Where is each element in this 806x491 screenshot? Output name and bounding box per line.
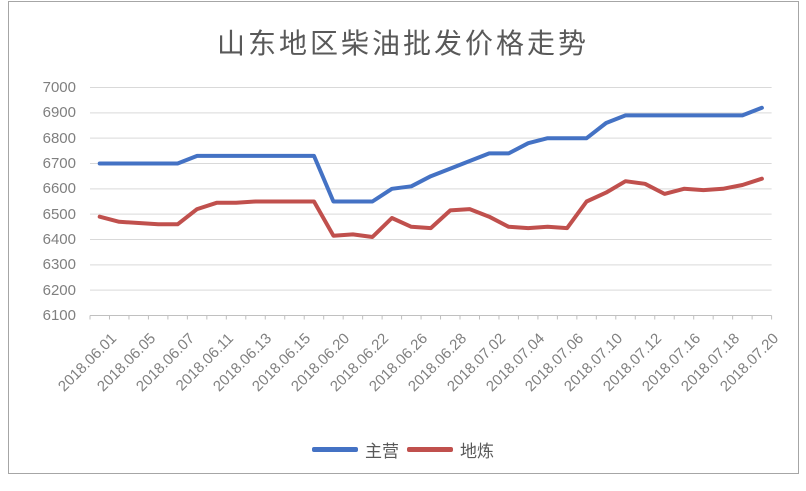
legend-line-swatch-blue (312, 446, 358, 452)
y-axis-tick-label: 7000 (42, 79, 76, 96)
legend-line-swatch-red (407, 446, 453, 452)
y-axis-tick-label: 6800 (42, 129, 76, 147)
legend-label-main: 主营 (365, 441, 399, 461)
series-line-地炼 (97, 176, 764, 239)
legend: 主营 地炼 (0, 437, 806, 462)
chart-border-frame (8, 1, 799, 474)
y-axis-tick-label: 6400 (42, 231, 76, 248)
y-axis-tick-label: 6100 (42, 307, 76, 324)
series-line-主营 (97, 105, 764, 204)
legend-label-local-refinery: 地炼 (460, 441, 494, 461)
y-axis-tick-label: 6200 (42, 281, 76, 299)
y-axis-tick-label: 6300 (42, 256, 76, 274)
y-axis-tick-label: 6600 (42, 180, 76, 198)
chart-title: 山东地区柴油批发价格走势 (216, 29, 589, 60)
legend-item-main: 主营 (312, 437, 399, 462)
y-axis-tick-label: 6700 (42, 155, 76, 172)
y-axis-tick-label: 6500 (42, 205, 76, 223)
y-axis-tick-label: 6900 (42, 104, 76, 122)
legend-item-local-refinery: 地炼 (407, 437, 494, 462)
